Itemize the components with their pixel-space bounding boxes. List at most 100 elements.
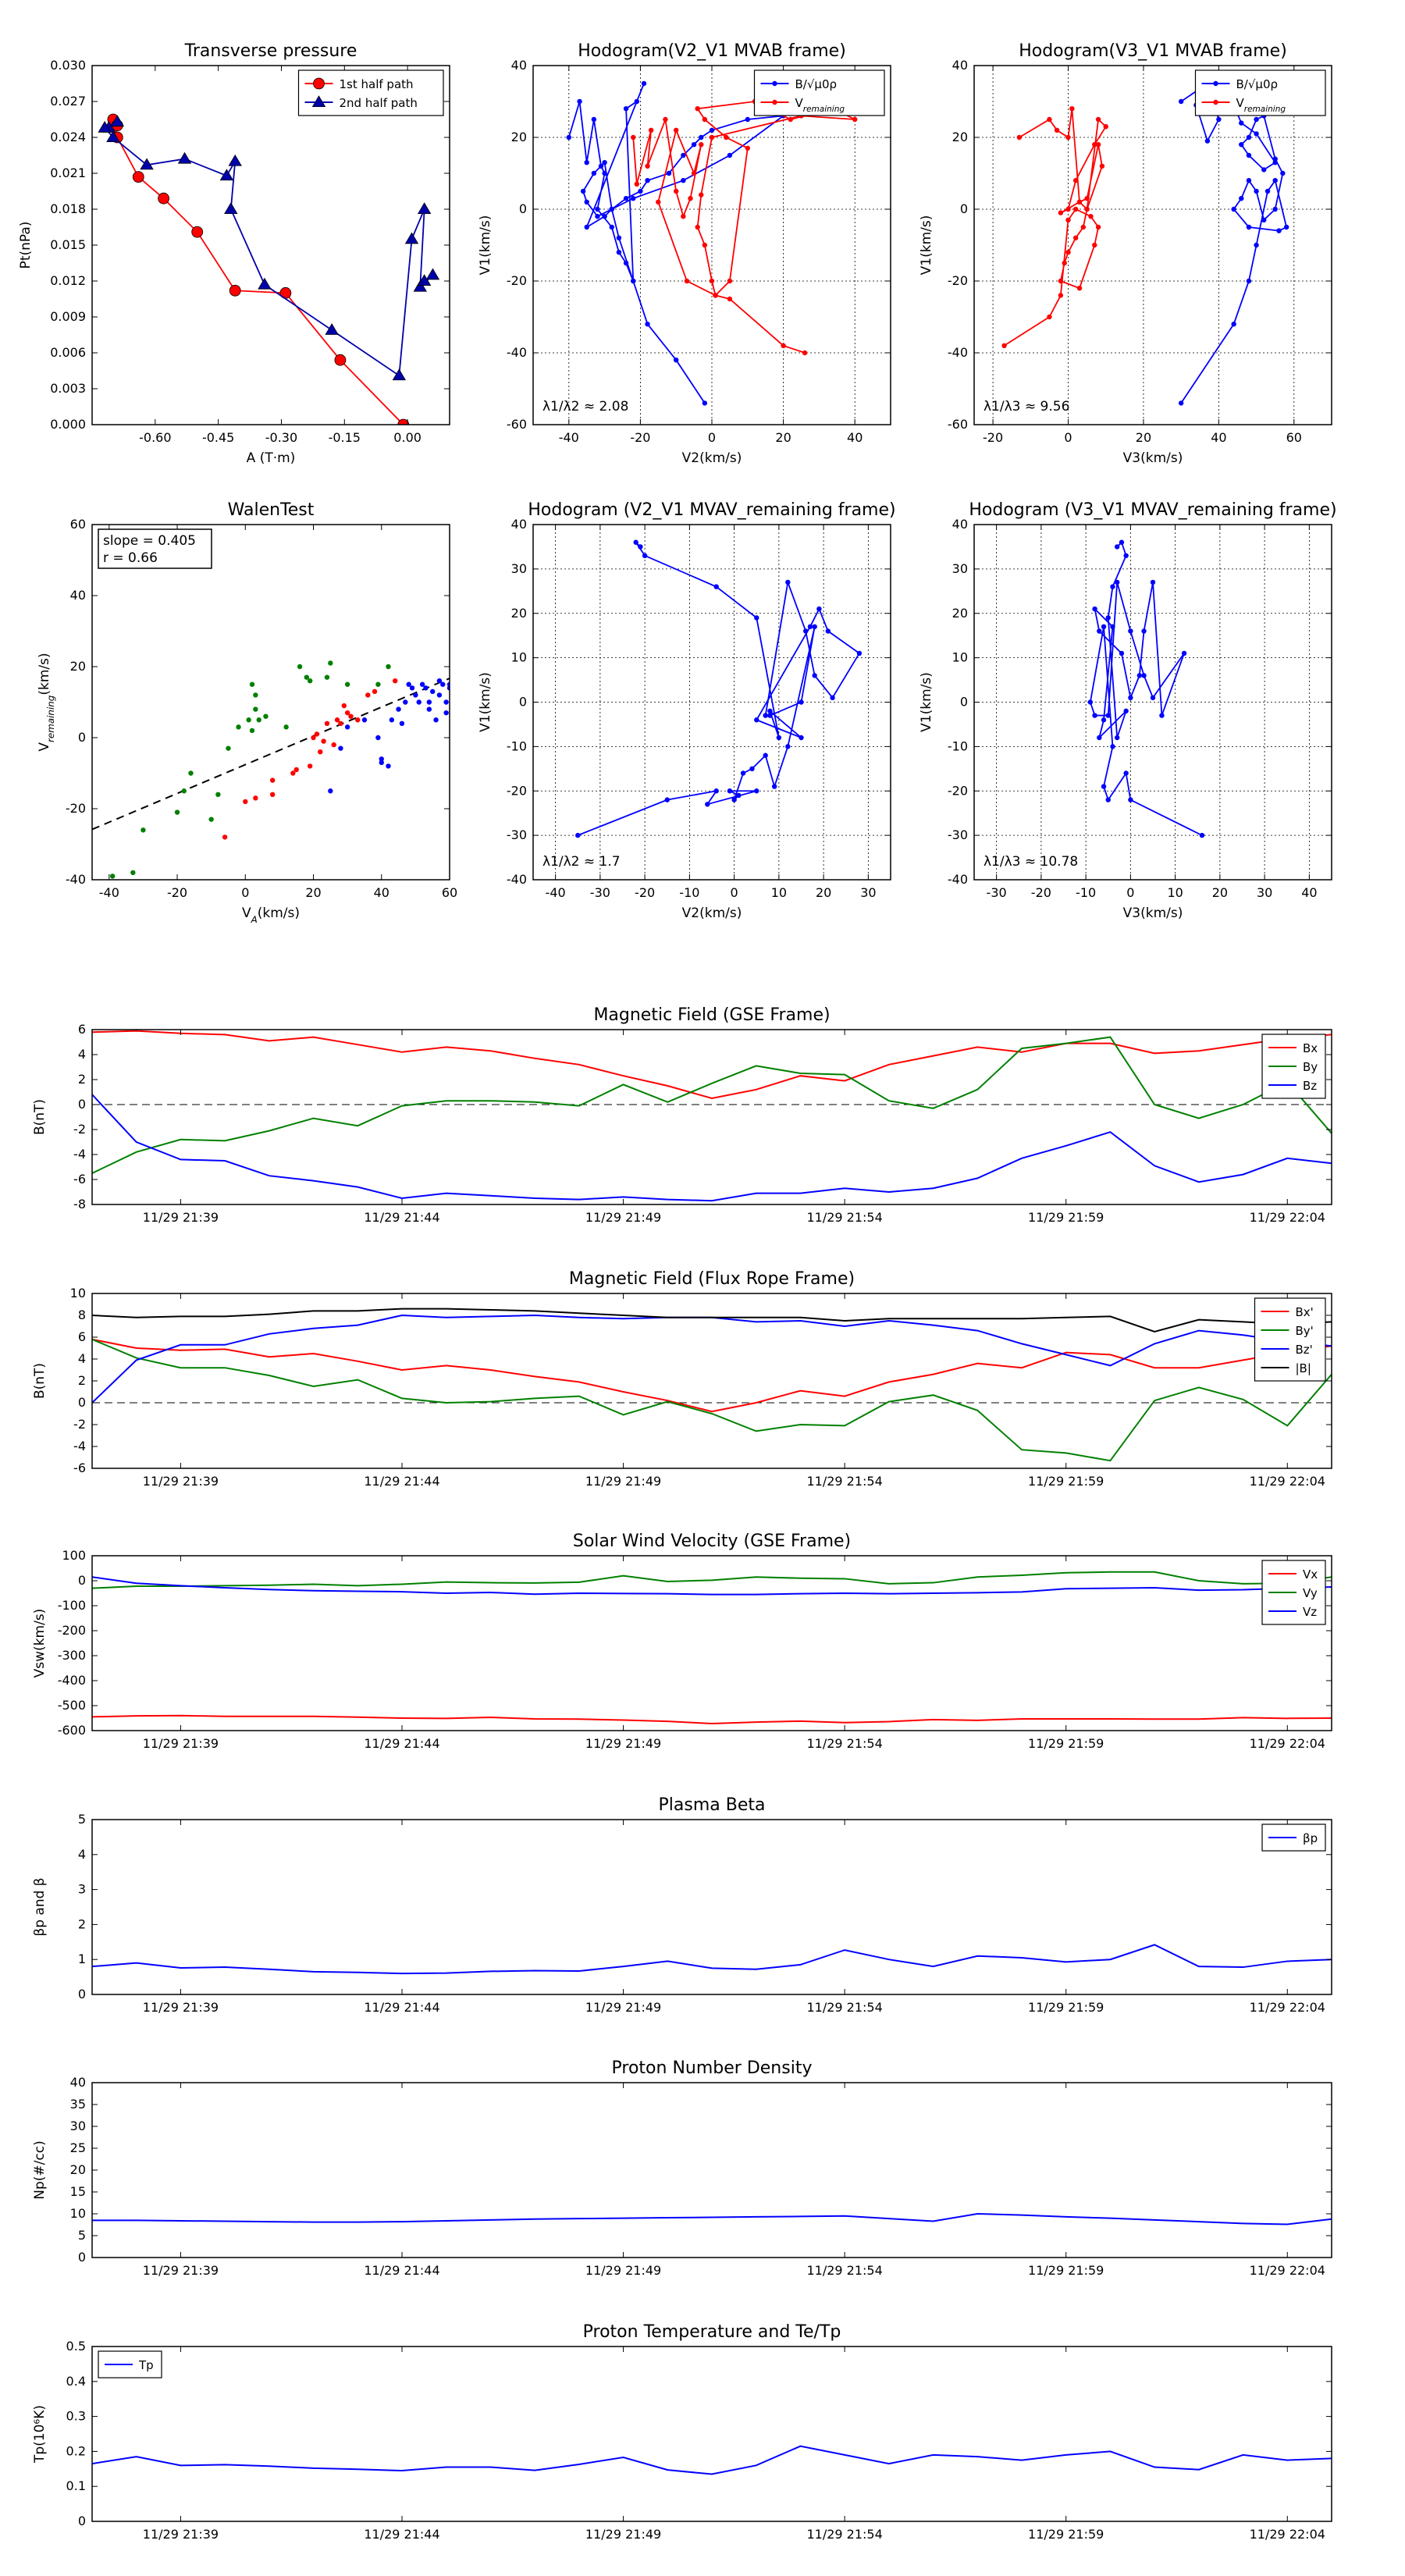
data-point <box>1264 188 1271 194</box>
data-point <box>674 188 679 194</box>
x-tick-label: -20 <box>1031 885 1051 900</box>
y-tick-label: 2 <box>78 1373 86 1388</box>
data-point <box>443 699 449 705</box>
data-point <box>1261 167 1267 173</box>
y-tick-label: 3 <box>78 1882 86 1897</box>
legend-label: Bz' <box>1296 1343 1313 1357</box>
data-point <box>641 80 647 87</box>
data-point <box>602 160 607 165</box>
data-point <box>709 127 715 133</box>
data-point <box>1054 127 1060 133</box>
data-point <box>740 770 746 776</box>
x-tick-label: 11/29 21:59 <box>1028 2527 1104 2542</box>
data-point <box>1204 138 1211 144</box>
data-point <box>269 792 276 797</box>
legend-label: Vx <box>1303 1567 1318 1582</box>
data-point <box>674 127 679 133</box>
data-point <box>290 770 296 776</box>
data-point <box>1095 116 1101 123</box>
y-tick-label: 6 <box>78 1329 86 1344</box>
data-point <box>417 274 432 286</box>
x-tick-label: 0 <box>731 885 738 900</box>
y-tick-label: 40 <box>952 58 968 73</box>
y-tick-label: 0.3 <box>66 2409 86 2424</box>
data-point <box>1065 250 1071 255</box>
x-tick-label: -10 <box>1076 885 1096 900</box>
x-tick-label: 11/29 21:44 <box>364 1736 439 1751</box>
data-point <box>681 152 686 158</box>
legend-label: By' <box>1296 1324 1314 1338</box>
y-tick-label: 2 <box>78 1072 86 1087</box>
y-tick-label: 0.024 <box>50 130 86 144</box>
legend-label: Bx' <box>1296 1305 1314 1319</box>
legend-box <box>753 69 885 116</box>
y-tick-label: -40 <box>948 345 968 360</box>
series-line-2 <box>92 1094 1332 1202</box>
y-tick-label: -10 <box>948 738 968 753</box>
data-point <box>1115 544 1120 550</box>
plot-area <box>575 539 863 838</box>
x-tick-label: 11/29 21:44 <box>364 2263 439 2278</box>
data-point <box>1136 673 1143 678</box>
x-tick-label: 11/29 21:39 <box>143 2263 219 2278</box>
x-tick-label: 60 <box>1286 430 1302 445</box>
y-tick-label: -8 <box>73 1197 86 1212</box>
data-point <box>409 685 415 691</box>
data-point <box>656 199 661 205</box>
x-tick-label: 11/29 21:54 <box>806 2527 882 2542</box>
data-point <box>702 400 708 406</box>
y-tick-label: -400 <box>58 1673 86 1688</box>
plot-frame <box>91 1293 1332 1469</box>
data-point <box>1076 199 1083 205</box>
data-point <box>1080 224 1087 230</box>
series-line-0 <box>92 1030 1332 1100</box>
data-point <box>426 699 432 705</box>
data-point <box>392 368 407 381</box>
data-point <box>1084 196 1090 201</box>
data-point <box>1065 206 1071 212</box>
data-point <box>344 710 350 716</box>
y-tick-label: -200 <box>58 1623 86 1638</box>
y-axis-label: Vsw(km/s) <box>32 1609 48 1678</box>
data-point <box>355 717 361 723</box>
y-axis-label: V1(km/s) <box>478 215 493 276</box>
x-tick-label: -20 <box>167 885 187 900</box>
data-point <box>399 720 405 726</box>
x-tick-label: 30 <box>860 885 876 900</box>
y-tick-label: 0.006 <box>50 345 86 360</box>
legend-label: 1st half path <box>340 77 414 91</box>
y-tick-label: -30 <box>507 827 527 842</box>
data-point <box>709 278 715 284</box>
data-point <box>174 809 180 815</box>
y-axis-label: V1(km/s) <box>919 215 934 276</box>
data-point <box>691 142 697 148</box>
data-point <box>1141 628 1147 634</box>
data-point <box>812 673 817 678</box>
y-axis-label: V1(km/s) <box>919 672 934 732</box>
data-point <box>1072 178 1079 183</box>
data-point <box>1047 116 1052 123</box>
data-point <box>140 827 146 833</box>
data-point <box>348 713 354 719</box>
data-point <box>1150 579 1156 585</box>
data-point <box>443 710 449 716</box>
data-point <box>344 724 350 730</box>
series-line-0 <box>567 83 786 404</box>
data-point <box>595 214 600 219</box>
x-tick-label: 11/29 21:54 <box>806 2000 882 2015</box>
x-tick-label: -10 <box>679 885 699 900</box>
legend-label: Vremaining <box>1236 96 1286 114</box>
x-tick-label: 11/29 21:39 <box>143 1736 219 1751</box>
series-line-0 <box>92 2212 1332 2226</box>
plot-frame <box>91 2082 1332 2258</box>
x-tick-label: 10 <box>1167 885 1183 900</box>
y-tick-label: 4 <box>78 1047 86 1062</box>
data-point <box>1103 124 1108 130</box>
data-point <box>426 706 432 712</box>
x-tick-label: 11/29 21:59 <box>1028 2000 1104 2015</box>
data-point <box>713 293 718 298</box>
x-tick-label: 40 <box>847 430 863 445</box>
data-point <box>691 170 697 176</box>
series-line-0 <box>92 1714 1332 1725</box>
plot-area <box>92 2212 1332 2226</box>
